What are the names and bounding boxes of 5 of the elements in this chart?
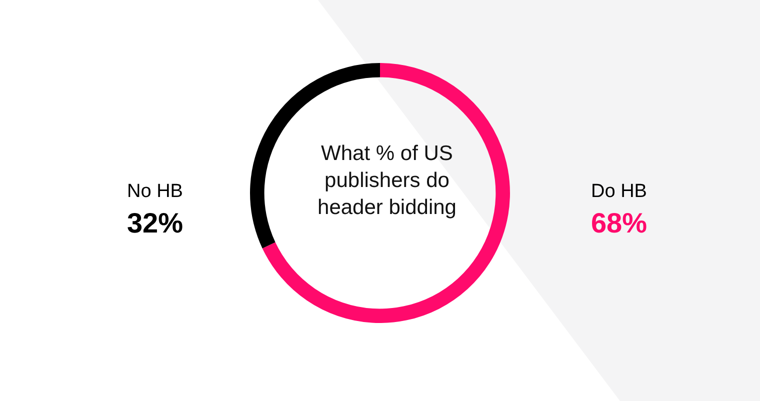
slice-label: No HB [127,181,183,202]
data-label: 32% [126,208,184,239]
data-label: 68% [590,208,648,239]
slice-label: Do HB [591,181,647,202]
text: What % of US publishers do header bidding [316,141,458,221]
